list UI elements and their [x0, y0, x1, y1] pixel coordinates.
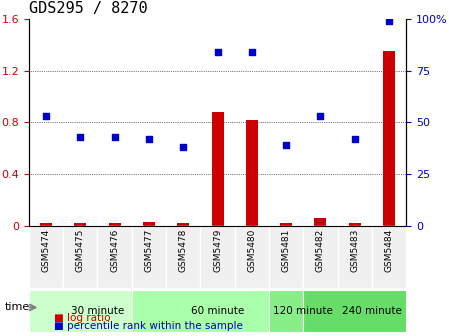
Point: [317, 114, 324, 119]
Point: [214, 49, 221, 55]
FancyBboxPatch shape: [235, 226, 269, 288]
FancyBboxPatch shape: [97, 226, 132, 288]
Text: ■ percentile rank within the sample: ■ percentile rank within the sample: [54, 321, 243, 331]
Point: [111, 134, 118, 140]
Bar: [75, 223, 86, 226]
Point: [248, 49, 255, 55]
Text: 240 minute: 240 minute: [342, 306, 402, 316]
Bar: [314, 218, 326, 226]
Point: [42, 114, 49, 119]
FancyBboxPatch shape: [338, 226, 372, 288]
Text: GDS295 / 8270: GDS295 / 8270: [29, 1, 147, 16]
FancyBboxPatch shape: [304, 290, 406, 332]
Bar: [383, 51, 395, 226]
Bar: [109, 223, 121, 226]
FancyBboxPatch shape: [166, 226, 200, 288]
Text: GSM5479: GSM5479: [213, 229, 222, 272]
Bar: [40, 223, 52, 226]
Point: [386, 18, 393, 24]
Bar: [349, 223, 361, 226]
Text: GSM5481: GSM5481: [282, 229, 291, 272]
Point: [145, 136, 153, 142]
FancyBboxPatch shape: [304, 226, 338, 288]
Text: 60 minute: 60 minute: [191, 306, 244, 316]
Text: GSM5474: GSM5474: [41, 229, 51, 272]
FancyBboxPatch shape: [269, 290, 304, 332]
Text: 30 minute: 30 minute: [71, 306, 124, 316]
Text: GSM5480: GSM5480: [247, 229, 256, 272]
FancyBboxPatch shape: [132, 290, 269, 332]
Text: GSM5484: GSM5484: [385, 229, 394, 272]
Text: GSM5476: GSM5476: [110, 229, 119, 272]
Bar: [246, 120, 258, 226]
Text: GSM5475: GSM5475: [76, 229, 85, 272]
Point: [180, 144, 187, 150]
Text: GSM5482: GSM5482: [316, 229, 325, 272]
FancyBboxPatch shape: [269, 226, 304, 288]
Bar: [280, 223, 292, 226]
Text: GSM5478: GSM5478: [179, 229, 188, 272]
Bar: [143, 222, 155, 226]
Bar: [177, 223, 189, 226]
FancyBboxPatch shape: [200, 226, 235, 288]
Text: time: time: [4, 302, 30, 312]
FancyBboxPatch shape: [29, 290, 132, 332]
Point: [282, 142, 290, 148]
Text: GSM5483: GSM5483: [350, 229, 359, 272]
Text: ■ log ratio: ■ log ratio: [54, 312, 110, 323]
FancyBboxPatch shape: [29, 226, 63, 288]
FancyBboxPatch shape: [63, 226, 97, 288]
Bar: [211, 112, 224, 226]
Point: [77, 134, 84, 140]
Text: 120 minute: 120 minute: [273, 306, 333, 316]
Point: [351, 136, 358, 142]
Text: GSM5477: GSM5477: [145, 229, 154, 272]
FancyBboxPatch shape: [372, 226, 406, 288]
FancyBboxPatch shape: [132, 226, 166, 288]
